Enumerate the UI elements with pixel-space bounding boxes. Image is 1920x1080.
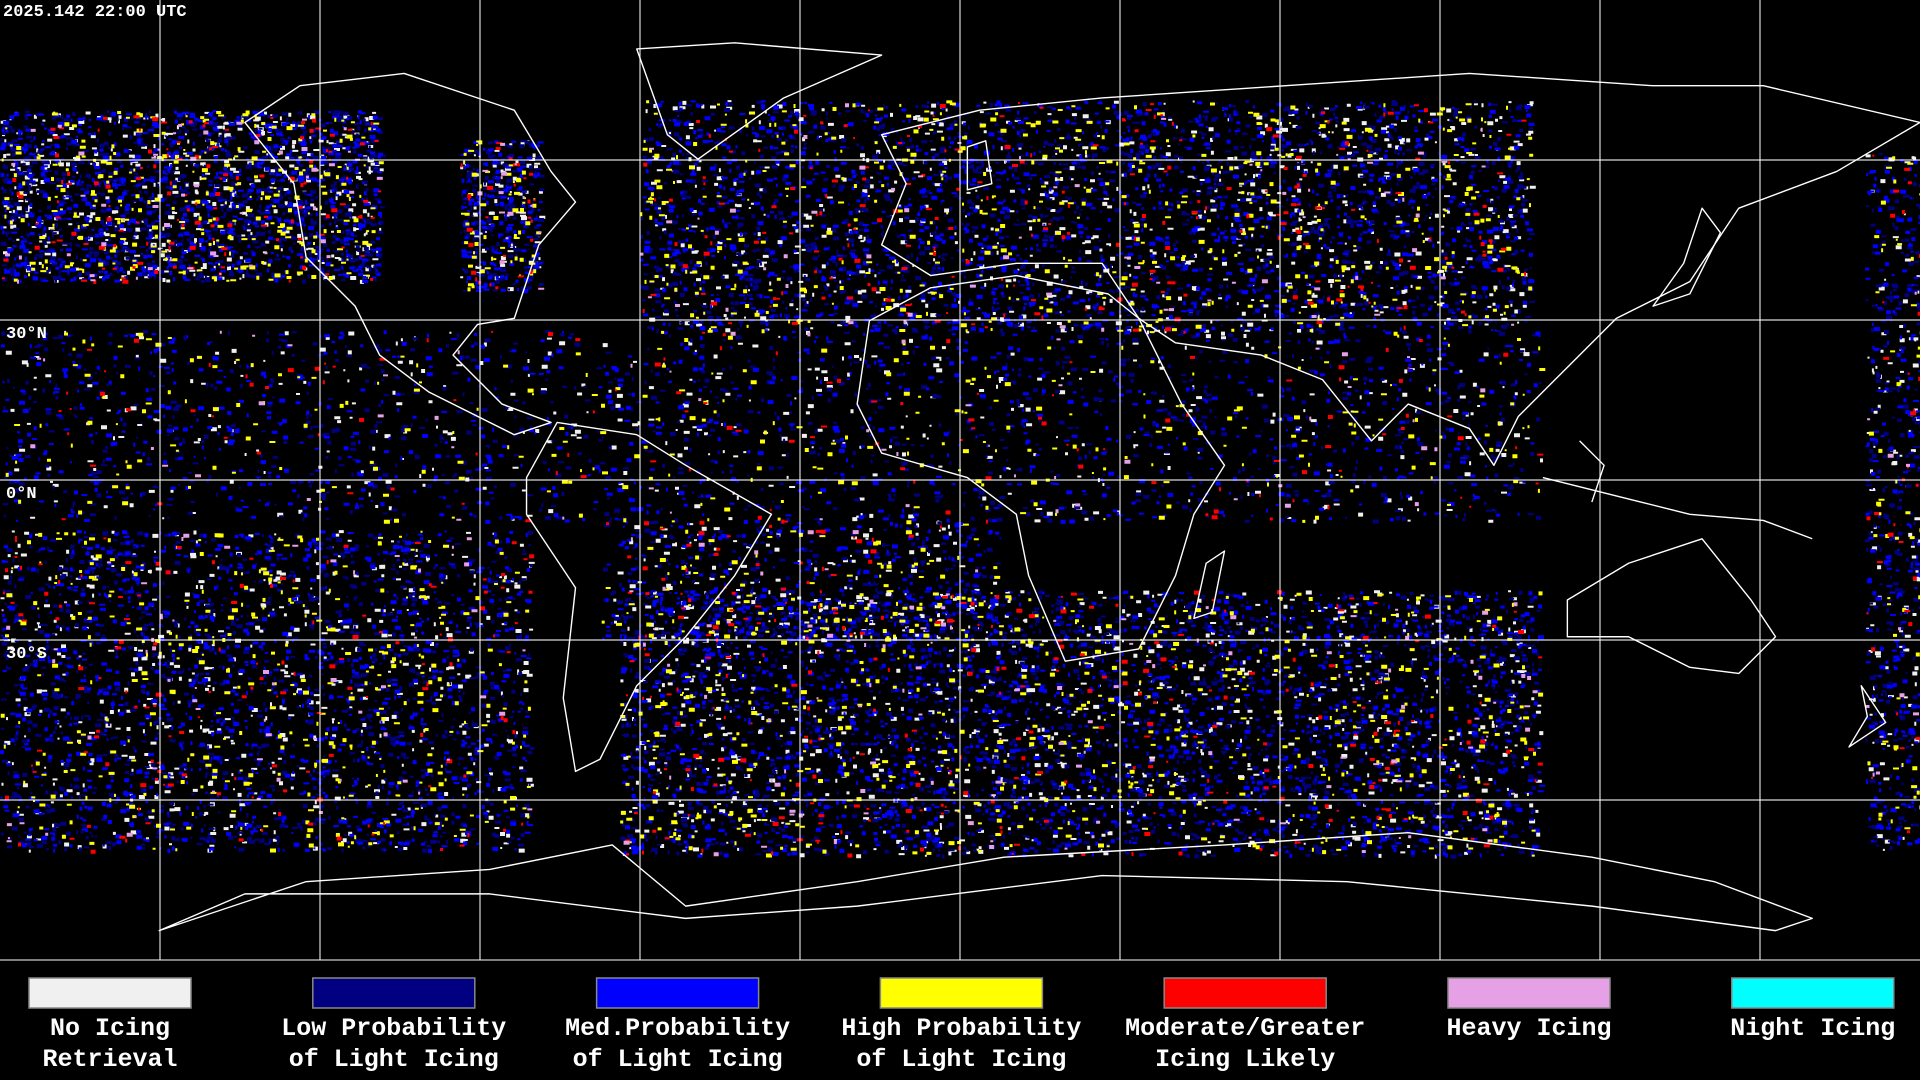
coast-antarctica [159, 833, 1812, 931]
legend-label: Retrieval [42, 1045, 177, 1074]
graticule [0, 0, 1920, 960]
legend-swatch [879, 977, 1044, 1009]
latitude-label: 0°N [6, 485, 37, 504]
legend-label: Heavy Icing [1446, 1014, 1611, 1043]
coast-greenland [637, 43, 882, 159]
legend-label: Med.Probability [565, 1014, 790, 1043]
latitude-label: 30°N [6, 325, 47, 344]
legend-label: Icing Likely [1155, 1045, 1335, 1074]
legend-swatch [595, 977, 760, 1009]
legend-swatch [28, 977, 192, 1009]
latitude-labels: 30°N 0°N 30°S [6, 325, 47, 664]
legend-swatch [1731, 977, 1895, 1009]
legend-label: of Light Icing [573, 1045, 783, 1074]
legend-label: Moderate/Greater [1125, 1014, 1365, 1043]
coast-japan [1653, 208, 1720, 306]
legend-label: Low Probability [281, 1014, 506, 1043]
coast-north-america [245, 73, 576, 434]
timestamp: 2025.142 22:00 UTC [3, 3, 187, 22]
coast-south-america [527, 422, 772, 771]
coast-africa [857, 276, 1224, 662]
legend-swatch [1447, 977, 1611, 1009]
coast-australia [1567, 539, 1775, 674]
legend-label: of Light Icing [856, 1045, 1066, 1074]
coastlines [159, 43, 1920, 931]
latitude-label: 30°S [6, 645, 47, 664]
legend-label: Night Icing [1730, 1014, 1895, 1043]
legend-label: High Probability [841, 1014, 1081, 1043]
coast-new-zealand [1849, 686, 1886, 747]
coast-indonesia [1543, 441, 1812, 539]
legend-swatch [312, 977, 476, 1009]
legend-label: No Icing [50, 1014, 170, 1043]
coast-madagascar [1194, 551, 1225, 618]
legend-label: of Light Icing [289, 1045, 499, 1074]
coast-uk [967, 141, 991, 190]
legend-swatch [1163, 977, 1327, 1009]
coast-eurasia [882, 73, 1920, 465]
